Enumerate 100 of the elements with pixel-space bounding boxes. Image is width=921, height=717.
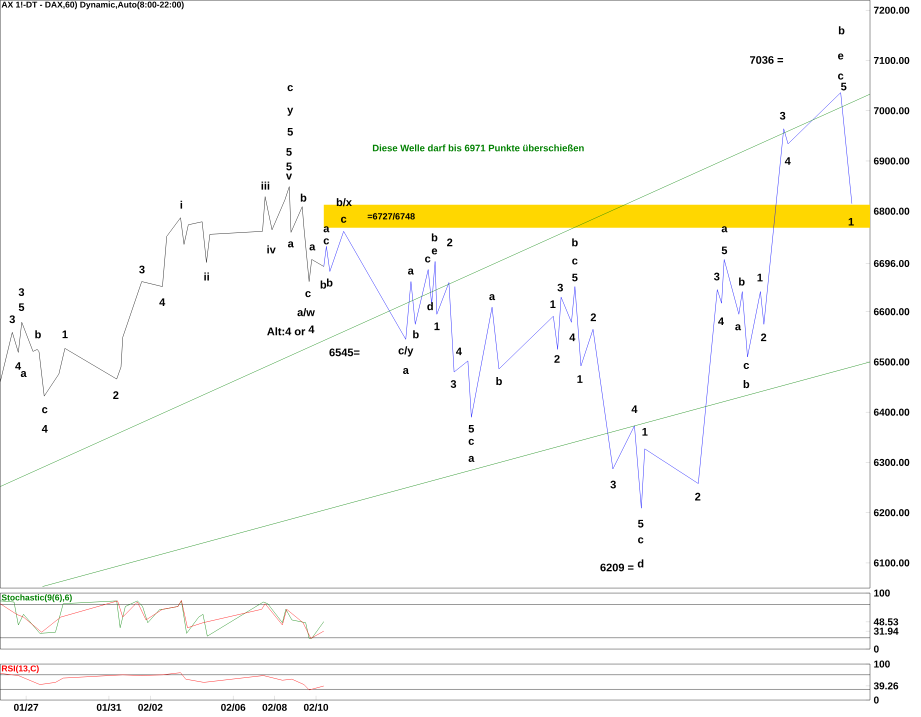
annotation: c xyxy=(341,216,346,223)
annotation: a xyxy=(468,456,474,462)
chart-title: RSI(13,C) xyxy=(2,665,39,674)
annotation: iii xyxy=(262,182,270,190)
y-tick-label: 7100.00 xyxy=(874,56,910,64)
annotation: c xyxy=(838,74,844,80)
annotation: a xyxy=(489,294,496,300)
annotation: c xyxy=(744,362,750,369)
annotation: 3 xyxy=(610,480,616,488)
annotation: 6209 = xyxy=(600,564,634,572)
y-tick-label: 7200.00 xyxy=(874,6,910,14)
annotation: a xyxy=(288,241,294,248)
annotation: a xyxy=(403,368,409,374)
annotation: 6545= xyxy=(329,348,360,356)
annotation: b/x xyxy=(336,198,352,206)
annotation: c xyxy=(468,438,474,445)
annotation: 4 xyxy=(784,157,791,165)
y-tick-label: 7000.00 xyxy=(874,107,910,114)
annotation: 4 xyxy=(15,362,22,370)
annotation: 4 xyxy=(632,405,638,413)
annotation: a xyxy=(310,244,316,250)
annotation: 3 xyxy=(557,284,563,292)
annotation: 1 xyxy=(550,300,556,308)
annotation: 5 xyxy=(288,128,293,136)
annotation: b xyxy=(413,330,419,338)
annotation: 5 xyxy=(286,162,292,170)
annotation: 1 xyxy=(758,274,763,282)
y-tick-label: 48.53 xyxy=(874,618,898,626)
annotation: 3 xyxy=(450,380,456,388)
annotation: d xyxy=(427,302,433,310)
annotation: c xyxy=(288,85,293,92)
annotation: 1 xyxy=(642,428,648,436)
annotation: a/w xyxy=(297,308,315,316)
annotation: b xyxy=(320,280,326,289)
annotation: 2 xyxy=(590,313,596,322)
annotation: c xyxy=(425,256,430,262)
y-tick-label: 31.94 xyxy=(874,628,899,635)
annotation: 2 xyxy=(695,492,700,500)
annotation: 1 xyxy=(577,375,583,383)
annotation: 1 xyxy=(848,218,854,226)
annotation: 5 xyxy=(840,82,846,90)
annotation: ii xyxy=(204,272,209,281)
y-tick-label: 6400.00 xyxy=(874,408,910,416)
y-tick-label: 6100.00 xyxy=(874,559,910,566)
y-tick-label: 6600.00 xyxy=(874,308,910,316)
annotation: Alt:4 or xyxy=(267,327,306,336)
y-tick-label: 0 xyxy=(874,645,879,653)
annotation: 2 xyxy=(113,391,118,399)
annotation: y xyxy=(287,108,294,116)
annotation: 1 xyxy=(434,322,440,330)
x-tick-label: 02/10 xyxy=(304,704,328,711)
annotation: 3 xyxy=(9,315,15,324)
annotation: 4 xyxy=(569,334,576,342)
y-tick-label: 6300.00 xyxy=(874,458,910,466)
annotation: c xyxy=(324,238,330,244)
chart-title: AX 1!-DT - DAX,60) Dynamic,Auto(8:00-22:00) xyxy=(2,1,184,10)
annotation: 4 xyxy=(42,424,48,433)
annotation: 5 xyxy=(286,148,292,156)
annotation: 5 xyxy=(572,274,578,282)
annotation: c/y xyxy=(398,346,414,357)
annotation: a xyxy=(722,226,728,232)
annotation: Diese Welle darf bis 6971 Punkte überschießen xyxy=(372,144,584,152)
y-tick-label: 100 xyxy=(874,660,890,668)
annotation: b xyxy=(838,26,844,34)
annotation: c xyxy=(305,291,311,298)
annotation: 4 xyxy=(159,298,166,306)
y-tick-label: 6800.00 xyxy=(874,208,910,215)
annotation: i xyxy=(180,200,182,209)
annotation: a xyxy=(20,370,27,378)
annotation: b xyxy=(496,377,502,386)
annotation: b xyxy=(432,233,438,242)
annotation: c xyxy=(638,537,644,544)
annotation: 5 xyxy=(722,246,728,254)
y-tick-label: 6900.00 xyxy=(874,157,910,164)
x-tick-label: 01/27 xyxy=(14,704,38,711)
annotation: a xyxy=(735,324,742,330)
y-tick-label: 6696.00 xyxy=(874,260,910,267)
annotation: 3 xyxy=(18,288,24,296)
annotation: a xyxy=(324,226,330,232)
x-tick-label: 02/08 xyxy=(262,704,287,711)
annotation: 2 xyxy=(447,238,452,246)
band-label: =6727/6748 xyxy=(368,212,415,220)
annotation: b xyxy=(572,238,578,246)
annotation: c xyxy=(42,407,48,414)
annotation: 5 xyxy=(638,520,644,528)
y-tick-label: 0 xyxy=(874,696,879,704)
annotation: 4 xyxy=(718,317,724,326)
annotation: b xyxy=(744,380,750,388)
y-tick-label: 6200.00 xyxy=(874,509,910,516)
annotation: b xyxy=(739,278,745,286)
annotation: 3 xyxy=(139,266,145,274)
y-tick-label: 6500.00 xyxy=(874,358,910,366)
annotation: 3 xyxy=(714,272,720,280)
annotation: b xyxy=(300,194,306,202)
y-tick-label: 39.26 xyxy=(874,682,898,690)
x-tick-label: 02/02 xyxy=(138,704,162,711)
annotation: 3 xyxy=(780,112,786,120)
annotation: 7036 = xyxy=(750,56,784,64)
annotation: e xyxy=(838,53,844,60)
annotation: a xyxy=(408,268,414,275)
